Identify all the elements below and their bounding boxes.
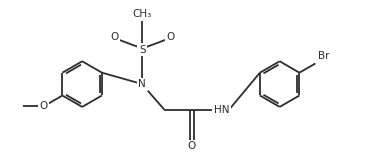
Text: Br: Br xyxy=(318,51,329,61)
Text: O: O xyxy=(110,32,118,42)
Text: S: S xyxy=(139,45,146,55)
Text: HN: HN xyxy=(213,104,229,115)
Text: O: O xyxy=(39,102,48,111)
Text: O: O xyxy=(166,32,174,42)
Text: O: O xyxy=(188,141,196,151)
Text: CH₃: CH₃ xyxy=(133,9,152,19)
Text: N: N xyxy=(138,79,146,89)
